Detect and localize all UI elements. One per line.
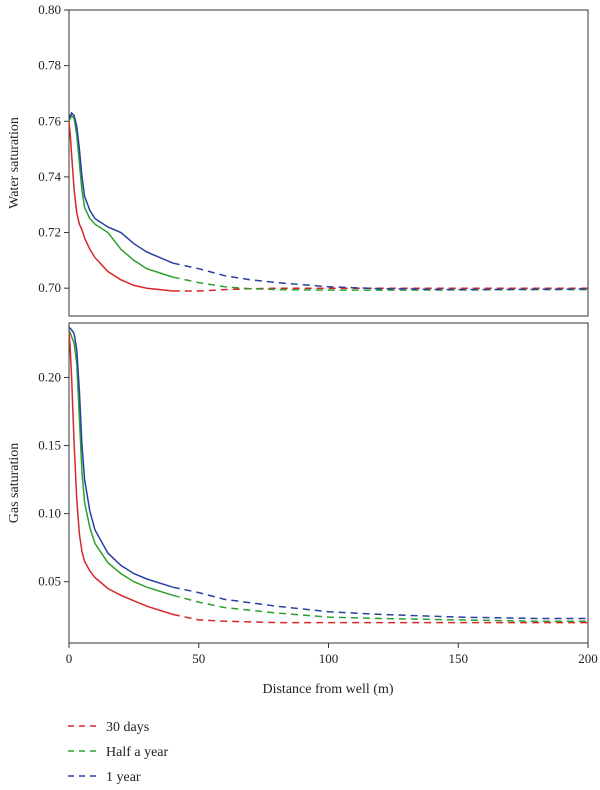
gas-saturation-y-tick-label: 0.15	[38, 438, 61, 453]
legend-label-30-days: 30 days	[106, 720, 149, 735]
gas-saturation-series-30-days-solid	[68, 329, 174, 616]
water-saturation-y-tick-label: 0.80	[38, 2, 61, 17]
distance-x-label: Distance from well (m)	[262, 682, 393, 697]
gas-saturation-series	[68, 326, 588, 624]
water-saturation-y-tick-label: 0.72	[38, 225, 61, 240]
legend-item-30-days: 30 days	[68, 720, 149, 735]
water-saturation-series-30-days-dashed	[172, 287, 588, 292]
gas-saturation-series-half-a-year-dashed	[172, 594, 588, 622]
x-tick-label: 150	[449, 651, 469, 666]
x-tick-label: 100	[319, 651, 339, 666]
gas-saturation-y-tick-label: 0.10	[38, 506, 61, 521]
gas-saturation-y-label: Gas saturation	[7, 443, 22, 523]
water-saturation-series	[68, 111, 589, 292]
gas-saturation-y-ticks: 0.05 0.10 0.15 0.20	[38, 369, 69, 589]
gas-saturation-series-1-year-solid	[68, 326, 174, 588]
water-saturation-series-1-year-solid	[68, 111, 174, 264]
water-saturation-y-tick-label: 0.74	[38, 169, 61, 184]
gas-saturation-series-1-year-dashed	[172, 586, 588, 620]
x-tick-label: 50	[192, 651, 205, 666]
legend-label-half-a-year: Half a year	[106, 745, 169, 760]
water-saturation-plot-frame	[68, 9, 589, 317]
gas-saturation-y-tick-label: 0.05	[38, 574, 61, 589]
gas-saturation-plot-frame	[68, 322, 589, 644]
gas-saturation-series-30-days-dashed	[172, 613, 588, 624]
distance-x-ticks: 0 50 100 150 200	[66, 643, 598, 666]
legend-item-half-a-year: Half a year	[68, 745, 169, 760]
water-saturation-y-ticks: 0.70 0.72 0.74 0.76 0.78 0.80	[38, 2, 69, 295]
water-saturation-series-1-year-dashed	[172, 262, 589, 291]
water-saturation-y-tick-label: 0.70	[38, 280, 61, 295]
water-saturation-y-tick-label: 0.76	[38, 113, 61, 128]
gas-saturation-panel: 0.05 0.10 0.15 0.20 0 50 100 150 200 Gas satura…	[7, 322, 598, 697]
water-saturation-series-30-days-solid	[68, 121, 173, 292]
gas-saturation-y-tick-label: 0.20	[38, 369, 61, 384]
legend: 30 days Half a year 1 year	[68, 720, 169, 785]
gas-saturation-series-half-a-year-solid	[68, 329, 174, 597]
water-saturation-y-tick-label: 0.78	[38, 58, 61, 73]
water-saturation-y-label: Water saturation	[7, 117, 22, 209]
water-saturation-panel: 0.70 0.72 0.74 0.76 0.78 0.80 Water saturatio…	[7, 2, 589, 317]
x-tick-label: 200	[578, 651, 598, 666]
legend-item-1-year: 1 year	[68, 770, 141, 785]
water-saturation-series-half-a-year-solid	[68, 114, 174, 278]
legend-label-1-year: 1 year	[106, 770, 141, 785]
x-tick-label: 0	[66, 651, 73, 666]
